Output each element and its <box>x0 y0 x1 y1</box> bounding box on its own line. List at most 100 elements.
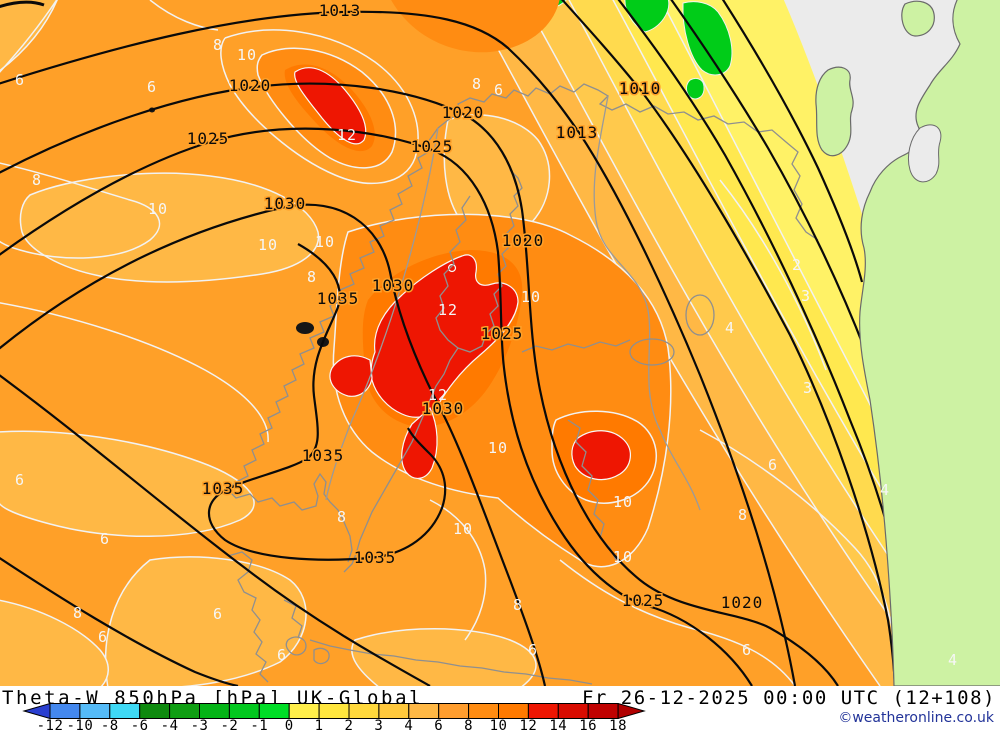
theta-label: 4 <box>880 481 890 499</box>
theta-label: 10 <box>488 439 508 457</box>
nodata-land-island <box>901 0 935 37</box>
isobar-1030 <box>0 203 547 686</box>
nodata-whitesea-inlet <box>907 124 942 183</box>
color-scale-segment <box>527 703 559 719</box>
isobar-label: 1013 <box>556 123 599 142</box>
theta-label: 8 <box>337 508 347 526</box>
scale-tick-label: -3 <box>190 718 209 733</box>
color-scale-segment <box>228 703 260 719</box>
theta-label: 10 <box>613 493 633 511</box>
coastlines <box>227 83 819 685</box>
scale-tick-label: 10 <box>489 718 508 733</box>
scale-tick-label: 3 <box>374 718 384 733</box>
scale-tick-label: 2 <box>344 718 354 733</box>
coast-baltic-south <box>309 639 593 685</box>
coast-bothnia <box>435 169 523 353</box>
coast-sweden-east <box>343 347 459 573</box>
watermark-link[interactable]: ©weatheronline.co.uk <box>838 710 994 726</box>
isobar-label: 1035 <box>202 479 245 498</box>
theta-label: 10 <box>453 520 473 538</box>
theta-label: 6 <box>15 471 25 489</box>
scale-tick-label: -4 <box>160 718 179 733</box>
theta-label: 6 <box>98 628 108 646</box>
color-scale-segment <box>169 703 201 719</box>
theta-label: 12 <box>438 301 458 319</box>
theta-label: 12 <box>337 126 357 144</box>
border-finland-russia <box>593 95 701 511</box>
color-scale-segment <box>378 703 410 719</box>
isobar-label: 1035 <box>302 446 345 465</box>
color-scale-segment <box>498 703 529 719</box>
nodata-land-mainland <box>859 0 1000 686</box>
color-scale-segment <box>199 703 230 719</box>
color-scale-segment <box>258 703 290 719</box>
theta-label: 12 <box>428 386 448 404</box>
isobar-label: 1010 <box>619 79 662 98</box>
color-scale-segment <box>557 703 589 719</box>
border-norway-sweden <box>325 127 439 501</box>
isobar-label: 1030 <box>422 399 465 418</box>
scale-tick-label: -2 <box>220 718 239 733</box>
scale-tick-label: 12 <box>519 718 538 733</box>
isobar-label: 1030 <box>372 276 415 295</box>
theta-label: 10 <box>148 200 168 218</box>
scale-arrow-right <box>617 703 646 719</box>
color-scale-segment <box>79 703 111 719</box>
isobar-1005 <box>617 0 907 601</box>
theta-label: 6 <box>147 78 157 96</box>
theta-label: 10 <box>315 233 335 251</box>
theta-label: 10 <box>237 46 257 64</box>
color-scale-segment <box>408 703 440 719</box>
theta-label: 4 <box>948 651 958 669</box>
scale-tick-label: 1 <box>314 718 324 733</box>
color-scale-segment <box>438 703 470 719</box>
theta-label: 10 <box>258 236 278 254</box>
theta-label: 8 <box>738 506 748 524</box>
isobar-1030-west <box>0 374 431 686</box>
lake-onega <box>685 294 715 336</box>
scale-tick-label: -12 <box>36 718 64 733</box>
coast-gulf-of-finland <box>521 339 631 353</box>
theta-label: 6 <box>213 605 223 623</box>
isobars <box>0 0 907 686</box>
scale-tick-label: 18 <box>609 718 628 733</box>
scale-tick-label: 4 <box>404 718 414 733</box>
scale-tick-label: 14 <box>549 718 568 733</box>
theta-label: 8 <box>73 604 83 622</box>
theta-label: 3 <box>801 287 811 305</box>
coast-denmark-islands <box>283 599 330 665</box>
theta-label: 6 <box>528 641 538 659</box>
color-scale-segment <box>318 703 350 719</box>
isobar-fragment-top-left <box>0 0 45 8</box>
isobar-label: 1035 <box>354 548 397 567</box>
isobar-1025 <box>0 127 753 686</box>
theta-label: 6 <box>15 71 25 89</box>
scale-tick-label: 0 <box>284 718 294 733</box>
color-scale-segment <box>109 703 141 719</box>
isobar-1020 <box>0 82 839 686</box>
color-scale-segment <box>587 703 619 719</box>
theta-label: 8 <box>472 75 482 93</box>
coast-denmark <box>227 551 269 683</box>
isobar-label: 1020 <box>229 76 272 95</box>
scale-tick-label: -8 <box>100 718 119 733</box>
scale-tick-label: -10 <box>66 718 94 733</box>
map-canvas: 1013 1013 1010 1020 1020 1020 1020 1025 1025 1025… <box>0 0 1000 686</box>
theta-label: 6 <box>742 641 752 659</box>
coast-norway-north-kola <box>437 83 819 241</box>
lake-ladoga <box>629 338 675 366</box>
isobar-label: 1035 <box>317 289 360 308</box>
theta-label: 6 <box>768 456 778 474</box>
nodata-land-finger <box>815 66 854 157</box>
theta-label: 4 <box>725 319 735 337</box>
scale-tick-label: 6 <box>434 718 444 733</box>
isobar-label: 1025 <box>481 324 524 343</box>
isobar-label: 1025 <box>411 137 454 156</box>
color-scale-segment <box>468 703 500 719</box>
isobar-label: 1013 <box>319 1 362 20</box>
legend-strip: Theta-W 850hPa [hPa] UK-Global Fr 26-12-… <box>0 686 1000 733</box>
isobar-1025-west <box>0 556 239 686</box>
